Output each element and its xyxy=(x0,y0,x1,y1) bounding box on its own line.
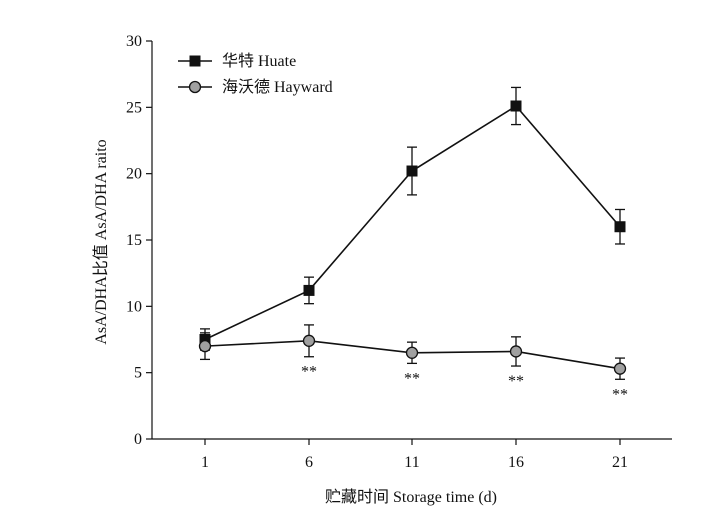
significance-annotation: ** xyxy=(612,386,628,403)
significance-annotation: ** xyxy=(301,364,317,381)
y-tick-label: 20 xyxy=(126,166,142,183)
y-tick-label: 15 xyxy=(126,232,142,249)
y-axis-label: AsA/DHA比值 AsA/DHA raito xyxy=(92,139,110,344)
data-point xyxy=(614,221,626,233)
significance-annotation: ** xyxy=(404,370,420,387)
series-line xyxy=(204,104,621,341)
data-point xyxy=(303,284,315,296)
significance-annotation: ** xyxy=(508,373,524,390)
legend-item-2: 海沃德 Hayward xyxy=(178,78,333,96)
chart-marks: ** ** ** ** xyxy=(198,86,628,403)
y-tick-label: 5 xyxy=(134,365,142,382)
y-tick-label: 25 xyxy=(126,99,142,116)
data-point xyxy=(198,339,212,353)
series-1 xyxy=(199,86,626,351)
legend-marker xyxy=(189,55,201,67)
x-tick-label: 6 xyxy=(305,454,313,471)
legend-label: 海沃德 Hayward xyxy=(222,78,333,96)
y-tick-label: 10 xyxy=(126,298,142,315)
data-point xyxy=(613,362,627,375)
legend: 华特 Huate 海沃德 Hayward xyxy=(178,52,333,96)
x-tick-label: 11 xyxy=(404,454,419,471)
legend-item-1: 华特 Huate xyxy=(178,52,296,70)
data-point xyxy=(406,165,418,177)
y-tick-label: 30 xyxy=(126,33,142,50)
x-tick-label: 16 xyxy=(508,454,524,471)
legend-label: 华特 Huate xyxy=(222,52,296,70)
x-tick-label: 1 xyxy=(201,454,209,471)
data-point xyxy=(405,346,419,359)
x-axis-label: 贮藏时间 Storage time (d) xyxy=(325,488,497,506)
legend-marker xyxy=(188,80,202,94)
x-tick-label: 21 xyxy=(612,454,628,471)
y-tick-label: 0 xyxy=(134,431,142,448)
data-point xyxy=(510,100,522,112)
data-point xyxy=(509,345,523,358)
series-2 xyxy=(198,324,627,380)
data-point xyxy=(302,334,316,347)
